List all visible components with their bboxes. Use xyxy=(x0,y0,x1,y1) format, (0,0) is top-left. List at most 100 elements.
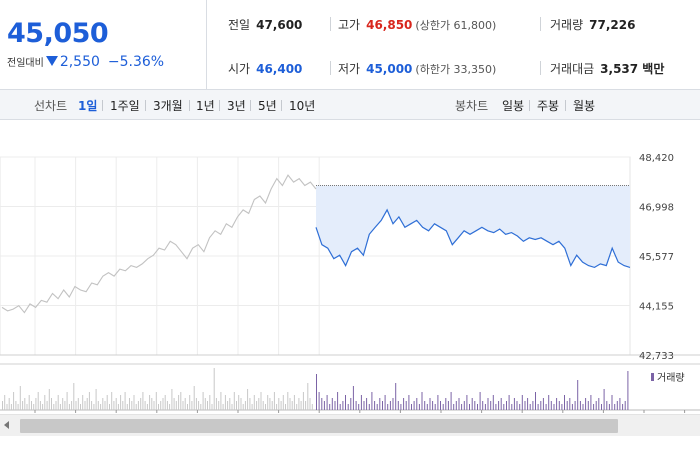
volume-bar xyxy=(627,371,629,410)
volume-bar xyxy=(37,392,39,410)
volume-bar xyxy=(619,398,621,410)
volume-bar xyxy=(151,398,153,410)
volume-bar xyxy=(413,401,415,410)
volume-bar xyxy=(566,401,568,410)
stat-label: 거래대금 xyxy=(550,62,595,76)
volume-bar xyxy=(603,389,605,410)
volume-bar xyxy=(258,398,260,410)
divider xyxy=(145,100,146,111)
volume-bar xyxy=(366,398,368,410)
volume-bar xyxy=(601,404,602,410)
volume-bar xyxy=(389,401,391,410)
volume-bar xyxy=(6,404,8,410)
volume-bar xyxy=(432,401,434,410)
volume-bar xyxy=(382,401,383,410)
volume-bar xyxy=(561,404,563,410)
volume-bar xyxy=(479,392,481,410)
volume-bar xyxy=(461,404,463,410)
stat-label: 저가 xyxy=(338,62,361,76)
volume-bar xyxy=(46,401,48,410)
today-fill xyxy=(316,185,630,268)
volume-bar xyxy=(387,404,389,410)
volume-bar xyxy=(109,404,110,410)
volume-bar xyxy=(492,395,494,410)
volume-bar xyxy=(146,404,148,410)
volume-bar xyxy=(97,401,99,410)
volume-bar xyxy=(577,380,579,410)
volume-bar xyxy=(17,404,19,410)
y-tick-label: 44,155 xyxy=(639,302,674,313)
volume-bar xyxy=(249,398,251,410)
period-10y[interactable]: 10년 xyxy=(289,99,316,113)
period-1d[interactable]: 1일 xyxy=(78,99,98,113)
volume-bar xyxy=(213,368,215,410)
change-label: 전일대비 xyxy=(7,58,44,69)
chart-scrollbar[interactable] xyxy=(0,414,700,436)
volume-bar xyxy=(540,401,542,410)
volume-bar xyxy=(298,398,300,410)
volume-bar xyxy=(622,404,624,410)
volume-bar xyxy=(233,392,235,410)
period-1w[interactable]: 1주일 xyxy=(110,99,140,113)
volume-bar xyxy=(211,404,213,410)
volume-bar xyxy=(10,404,12,410)
y-tick-label: 46,998 xyxy=(639,203,674,214)
volume-bar xyxy=(484,404,486,410)
volume-legend-swatch xyxy=(651,373,654,381)
volume-bar xyxy=(207,401,208,410)
stat-value: 3,537 백만 xyxy=(600,62,665,76)
candle-monthly[interactable]: 월봉 xyxy=(573,99,596,113)
volume-bar xyxy=(124,392,126,410)
volume-bar xyxy=(624,401,626,410)
period-3y[interactable]: 3년 xyxy=(227,99,246,113)
volume-bar xyxy=(545,404,547,410)
volume-bar xyxy=(587,401,589,410)
stat-sub: (상한가 61,800) xyxy=(415,19,497,32)
volume-bar xyxy=(149,395,151,410)
volume-bar xyxy=(140,398,142,410)
period-1y[interactable]: 1년 xyxy=(196,99,215,113)
volume-bar xyxy=(271,401,273,410)
volume-bar xyxy=(48,389,50,410)
volume-bar xyxy=(26,404,28,410)
volume-bar xyxy=(113,401,115,410)
volume-bar xyxy=(429,398,431,410)
stat-volume: 거래량 77,226 xyxy=(550,16,635,33)
volume-bar xyxy=(144,401,146,410)
candle-chart-label: 봉차트 xyxy=(455,99,489,113)
volume-bar xyxy=(22,401,24,410)
volume-bar xyxy=(227,401,229,410)
volume-bar xyxy=(595,401,597,410)
volume-bar xyxy=(44,395,46,410)
volume-bar xyxy=(598,398,600,410)
volume-bar xyxy=(82,395,84,410)
volume-bar xyxy=(126,404,128,410)
period-5y[interactable]: 5년 xyxy=(258,99,277,113)
volume-bar xyxy=(57,395,59,410)
volume-bar xyxy=(220,392,222,410)
volume-bar xyxy=(408,395,410,410)
volume-bar xyxy=(307,383,309,410)
volume-bar xyxy=(455,401,457,410)
volume-bar xyxy=(66,392,68,410)
volume-bar xyxy=(490,401,492,410)
volume-bar xyxy=(267,395,269,410)
volume-bar xyxy=(247,389,249,410)
volume-bar xyxy=(498,401,500,410)
volume-bar xyxy=(88,392,90,410)
volume-bar xyxy=(537,404,539,410)
candle-daily[interactable]: 일봉 xyxy=(502,99,525,113)
volume-bar xyxy=(347,404,349,410)
scroll-left-icon[interactable] xyxy=(4,421,9,429)
y-axis: 48,420 46,998 45,577 44,155 42,733 xyxy=(639,153,674,362)
volume-bar xyxy=(135,404,137,410)
period-3m[interactable]: 3개월 xyxy=(153,99,183,113)
volume-legend-label: 거래량 xyxy=(657,372,685,384)
volume-bar xyxy=(450,392,452,410)
volume-bar xyxy=(242,404,244,410)
volume-bar xyxy=(550,401,552,410)
volume-bar xyxy=(495,404,497,410)
candle-weekly[interactable]: 주봉 xyxy=(537,99,560,113)
scroll-thumb[interactable] xyxy=(20,419,618,433)
volume-bar xyxy=(51,398,52,410)
